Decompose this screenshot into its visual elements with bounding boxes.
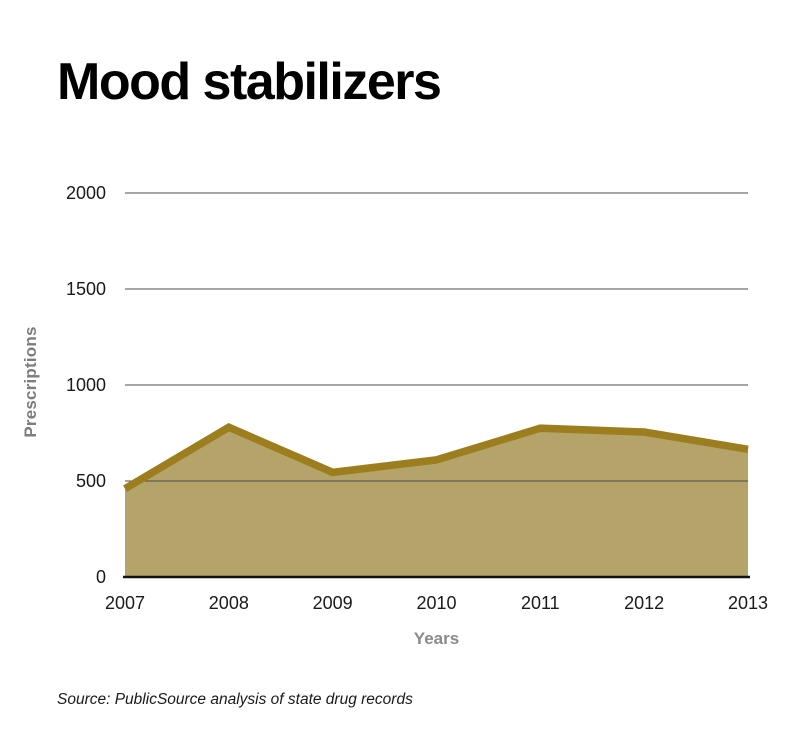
x-axis-title: Years [413,629,460,648]
y-tick-label-1500: 1500 [66,279,106,299]
y-tick-label-1000: 1000 [66,375,106,395]
x-tick-label-2011: 2011 [521,593,560,613]
chart-title: Mood stabilizers [57,53,442,111]
y-tick-label-0: 0 [96,567,106,587]
y-tick-label-500: 500 [76,471,106,491]
x-tick-label-2007: 2007 [105,593,145,613]
source-note: Source: PublicSource analysis of state d… [57,691,413,708]
area-fill [125,427,748,577]
x-tick-label-2008: 2008 [209,593,249,613]
x-tick-label-2010: 2010 [416,593,456,613]
y-axis-title: Prescriptions [21,326,40,438]
x-tick-label-2012: 2012 [624,593,664,613]
x-tick-label-2009: 2009 [313,593,353,613]
area-outline [123,423,749,492]
y-tick-label-2000: 2000 [66,183,106,203]
x-tick-label-2013: 2013 [728,593,768,613]
